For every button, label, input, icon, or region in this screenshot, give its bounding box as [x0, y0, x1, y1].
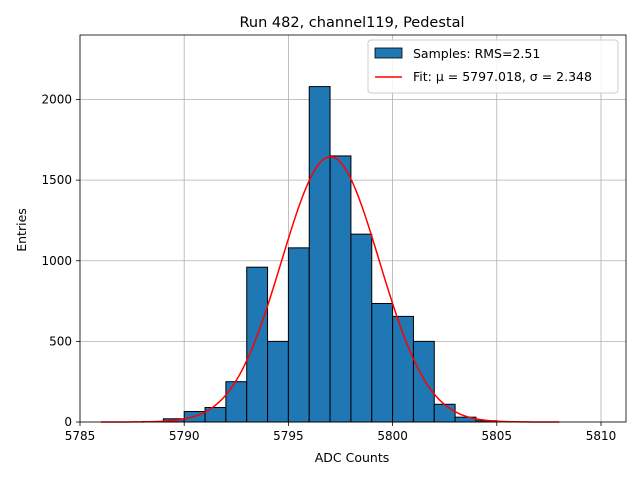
histogram-bar — [309, 87, 330, 422]
histogram-bar — [351, 234, 372, 422]
x-axis-label: ADC Counts — [315, 450, 390, 465]
y-axis-label: Entries — [14, 208, 29, 252]
x-tick-label: 5805 — [482, 429, 513, 443]
legend: Samples: RMS=2.51 Fit: μ = 5797.018, σ =… — [368, 40, 618, 93]
histogram-bar — [413, 341, 434, 422]
y-tick-label: 500 — [49, 334, 72, 348]
y-tick-label: 1000 — [41, 254, 72, 268]
histogram-bar — [247, 267, 268, 422]
legend-swatch-samples — [375, 48, 402, 58]
x-tick-label: 5800 — [377, 429, 408, 443]
x-tick-label: 5795 — [273, 429, 304, 443]
y-tick-label: 2000 — [41, 93, 72, 107]
histogram-bar — [330, 156, 351, 422]
histogram-bar — [226, 382, 247, 422]
legend-label-fit: Fit: μ = 5797.018, σ = 2.348 — [413, 69, 592, 84]
y-tick-label: 0 — [64, 415, 72, 429]
histogram-bar — [288, 248, 309, 422]
x-tick-label: 5790 — [169, 429, 200, 443]
legend-label-samples: Samples: RMS=2.51 — [413, 46, 540, 61]
x-tick-label: 5785 — [65, 429, 96, 443]
chart-title: Run 482, channel119, Pedestal — [239, 15, 464, 31]
histogram-bar — [434, 404, 455, 422]
histogram-bar — [372, 303, 393, 422]
x-tick-label: 5810 — [586, 429, 617, 443]
y-tick-label: 1500 — [41, 173, 72, 187]
histogram-bar — [268, 341, 289, 422]
